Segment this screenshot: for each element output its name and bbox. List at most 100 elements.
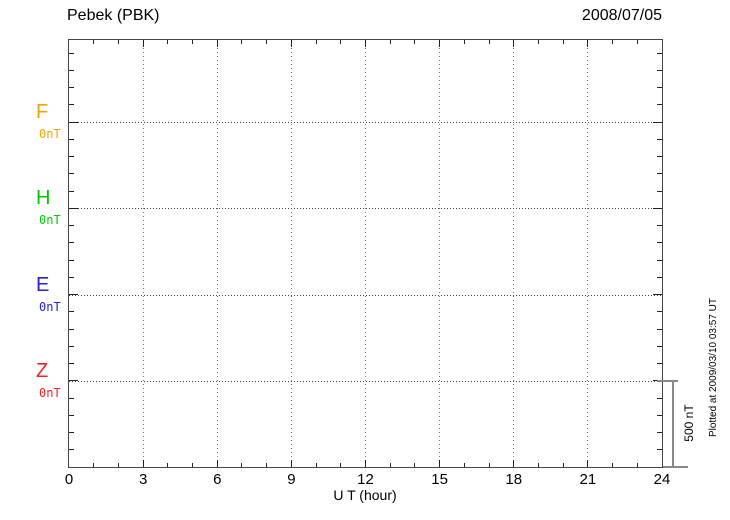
vertical-gridline-15h (439, 40, 441, 467)
x-axis-tick (439, 460, 441, 467)
x-axis-tick (290, 460, 292, 467)
baseline-h (69, 208, 662, 210)
y-axis-tick (69, 69, 74, 71)
x-axis-tick (241, 40, 243, 44)
x-axis-tick (513, 460, 515, 467)
plotted-timestamp: Plotted at 2009/03/10 03:57 UT (708, 298, 719, 437)
x-tick-label: 15 (431, 471, 448, 488)
baseline-f (69, 122, 662, 123)
x-axis-tick (537, 463, 539, 467)
baseline-e (69, 294, 662, 296)
x-axis-tick (93, 40, 95, 44)
y-axis-tick (657, 259, 662, 261)
x-axis-tick (636, 40, 638, 44)
channel-offset-label-f: 0nT (39, 127, 61, 141)
scale-bar-label: 500 nT (682, 404, 696, 442)
y-axis-tick (69, 414, 74, 416)
y-axis-tick (69, 311, 74, 313)
x-axis-tick (266, 463, 268, 467)
x-axis-tick (513, 40, 515, 47)
y-axis-tick (657, 414, 662, 416)
vertical-gridline-6h (216, 40, 218, 467)
channel-label-h: H (36, 187, 51, 210)
x-axis-tick (142, 40, 144, 47)
plot-date: 2008/07/05 (581, 7, 662, 24)
y-axis-tick (69, 190, 74, 192)
plot-area (68, 39, 663, 468)
x-tick-label: 12 (357, 471, 374, 488)
y-axis-tick (69, 363, 74, 364)
vertical-gridline-18h (513, 40, 515, 467)
y-axis-tick (653, 294, 662, 295)
y-axis-tick (657, 397, 662, 399)
y-axis-tick (69, 294, 78, 295)
channel-label-e: E (36, 273, 50, 296)
y-axis-tick (657, 69, 662, 71)
y-axis-tick (657, 363, 662, 364)
y-axis-tick (69, 397, 74, 399)
vertical-gridline-9h (290, 40, 292, 467)
x-axis-tick (117, 463, 119, 467)
x-axis-tick (340, 463, 342, 467)
x-tick-label: 24 (653, 471, 671, 488)
channel-label-f: F (36, 101, 49, 123)
x-axis-tick (389, 463, 391, 467)
y-axis-tick (657, 87, 662, 88)
x-axis-tick (463, 40, 465, 44)
y-axis-tick (653, 121, 662, 123)
x-axis-tick (192, 463, 194, 467)
y-axis-tick (69, 259, 74, 261)
x-axis-tick (612, 463, 614, 467)
x-axis-tick (562, 463, 564, 467)
x-axis-label: U T (hour) (333, 487, 397, 503)
y-axis-tick (69, 345, 74, 347)
x-axis-tick (167, 463, 169, 467)
x-tick-label: 21 (579, 471, 597, 488)
x-axis-tick (93, 463, 95, 467)
y-axis-tick (69, 138, 74, 140)
y-axis-tick (657, 345, 662, 347)
y-axis-tick (69, 380, 78, 382)
x-tick-label: 9 (287, 471, 296, 488)
vertical-gridline-3h (142, 40, 144, 467)
x-axis-tick (537, 40, 539, 44)
x-axis-tick (463, 463, 465, 467)
y-axis-tick (657, 104, 662, 106)
x-axis-tick (587, 40, 589, 47)
y-axis-tick (657, 432, 662, 433)
x-axis-tick (389, 40, 391, 44)
x-axis-tick (612, 40, 614, 44)
scale-bar-line (672, 380, 674, 468)
y-axis-tick (657, 311, 662, 313)
x-tick-label: 6 (213, 471, 222, 488)
channel-offset-label-h: 0nT (39, 213, 61, 228)
x-tick-label: 18 (505, 471, 523, 488)
y-axis-tick (69, 104, 74, 106)
y-axis-tick (69, 207, 78, 209)
x-axis-tick (414, 40, 416, 44)
x-axis-tick (117, 40, 119, 44)
y-axis-tick (69, 432, 74, 433)
scale-bar-bottom-cap (663, 466, 688, 468)
x-axis-tick (340, 40, 342, 44)
y-axis-tick (69, 52, 74, 54)
x-axis-tick (315, 40, 317, 44)
y-axis-tick (657, 138, 662, 140)
y-axis-tick (69, 173, 74, 175)
x-axis-tick (365, 40, 366, 47)
x-axis-tick (488, 463, 490, 467)
y-axis-tick (69, 225, 74, 226)
x-axis-tick (439, 40, 441, 47)
y-axis-tick (69, 121, 78, 123)
x-axis-tick (587, 460, 589, 467)
y-axis-tick (69, 156, 74, 157)
y-axis-tick (657, 242, 662, 244)
y-axis-tick (69, 87, 74, 88)
x-axis-tick (636, 463, 638, 467)
channel-label-z: Z (36, 359, 49, 382)
vertical-gridline-12h (365, 40, 366, 467)
y-axis-tick (657, 328, 662, 330)
x-axis-tick (414, 463, 416, 467)
y-axis-tick (69, 242, 74, 244)
